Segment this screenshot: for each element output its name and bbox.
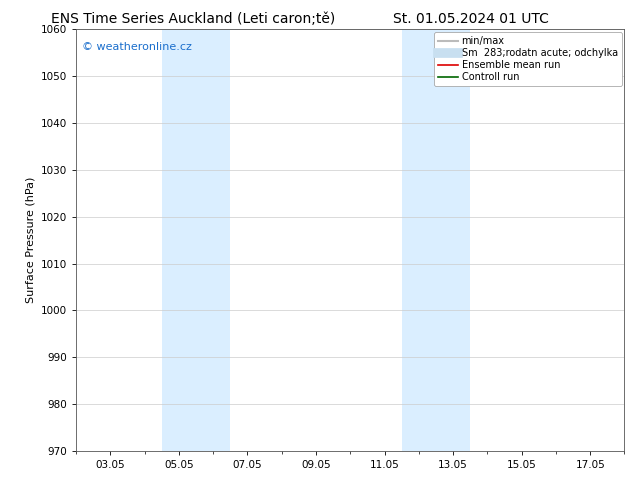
Bar bbox=[162, 29, 230, 451]
Bar bbox=[402, 29, 470, 451]
Text: ENS Time Series Auckland (Leti caron;tě): ENS Time Series Auckland (Leti caron;tě) bbox=[51, 12, 335, 26]
Legend: min/max, Sm  283;rodatn acute; odchylka, Ensemble mean run, Controll run: min/max, Sm 283;rodatn acute; odchylka, … bbox=[434, 32, 621, 86]
Text: © weatheronline.cz: © weatheronline.cz bbox=[82, 42, 191, 52]
Text: St. 01.05.2024 01 UTC: St. 01.05.2024 01 UTC bbox=[393, 12, 549, 26]
Y-axis label: Surface Pressure (hPa): Surface Pressure (hPa) bbox=[25, 177, 36, 303]
